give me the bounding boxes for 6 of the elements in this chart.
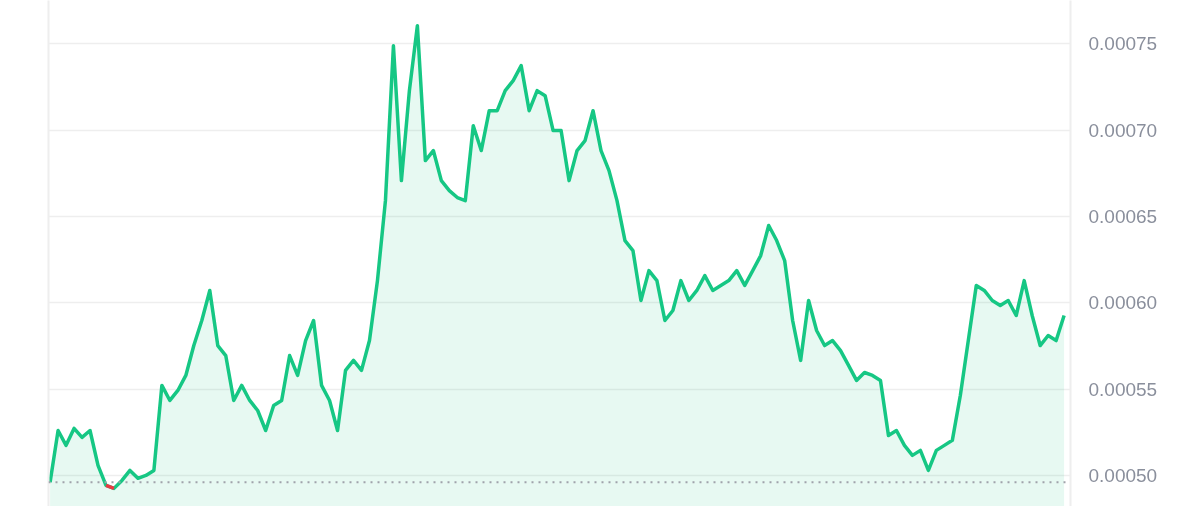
- y-tick-label: 0.00065: [1088, 205, 1158, 227]
- y-tick-label: 0.00070: [1088, 119, 1158, 141]
- y-tick-label: 0.00050: [1088, 464, 1158, 486]
- y-tick-label: 0.00060: [1088, 292, 1158, 314]
- y-tick-label: 0.00055: [1088, 378, 1158, 400]
- y-tick-label: 0.00075: [1088, 33, 1158, 55]
